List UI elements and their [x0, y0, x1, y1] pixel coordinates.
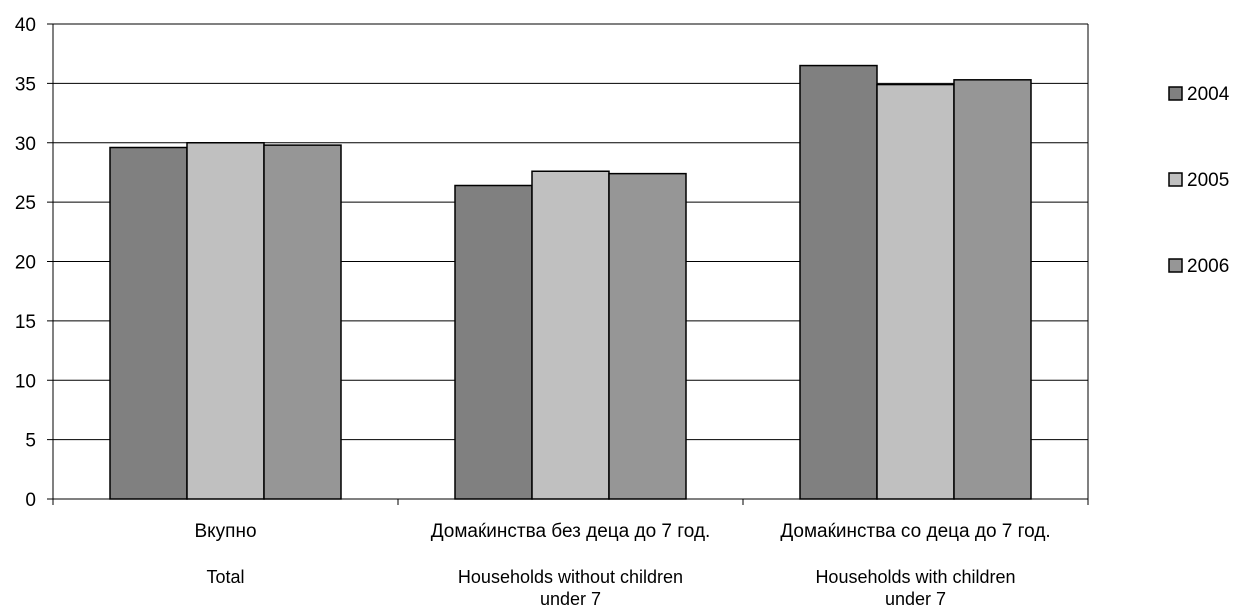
category-label-en-line2: under 7 — [885, 589, 946, 609]
legend-swatch-2005 — [1168, 172, 1183, 187]
y-tick-label: 0 — [25, 490, 36, 511]
y-tick-label: 15 — [15, 312, 36, 333]
y-tick-label: 35 — [15, 74, 36, 95]
legend: 2004 2005 2006 — [1168, 84, 1230, 277]
category-label-mk: Домаќинства со деца до 7 год. — [780, 521, 1050, 542]
bars — [109, 64, 1032, 500]
bar-2005-cat3 — [876, 83, 955, 500]
category-label-en-line2: under 7 — [540, 589, 601, 609]
y-tick-labels: 0 5 10 15 20 25 30 35 40 — [15, 15, 36, 511]
bar-2004-cat1 — [109, 146, 188, 500]
legend-label-2005: 2005 — [1187, 170, 1229, 191]
category-label-en: Households with children — [815, 567, 1015, 587]
legend-swatch-2006 — [1168, 258, 1183, 273]
legend-swatch-2004 — [1168, 86, 1183, 101]
bar-2005-cat2 — [531, 170, 610, 500]
y-tick-label: 40 — [15, 15, 36, 36]
legend-label-2006: 2006 — [1187, 256, 1229, 277]
y-tick-label: 5 — [25, 431, 36, 452]
category-label-mk: Вкупно — [194, 521, 256, 542]
bar-2005-cat1 — [186, 142, 265, 500]
category-label-mk: Домаќинства без деца до 7 год. — [431, 521, 711, 542]
axes — [47, 23, 1089, 505]
category-labels: Вкупно Total Домаќинства без деца до 7 год… — [194, 521, 1050, 609]
y-tick-label: 30 — [15, 134, 36, 155]
y-tick-label: 10 — [15, 371, 36, 392]
bar-2004-cat2 — [454, 184, 533, 500]
y-tick-label: 20 — [15, 253, 36, 274]
category-label-en: Total — [206, 567, 244, 587]
category-label-en: Households without children — [458, 567, 683, 587]
y-tick-label: 25 — [15, 193, 36, 214]
bar-2004-cat3 — [799, 64, 878, 500]
bar-2006-cat3 — [953, 79, 1032, 500]
bar-2006-cat2 — [608, 172, 687, 500]
legend-label-2004: 2004 — [1187, 84, 1230, 105]
bar-2006-cat1 — [263, 144, 342, 500]
